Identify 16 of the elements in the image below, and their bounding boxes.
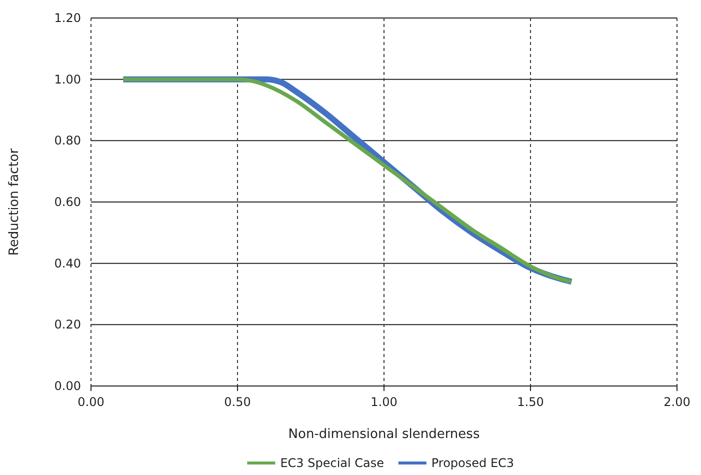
x-tick-label: 0.50 <box>224 395 251 409</box>
y-tick-label: 0.60 <box>54 195 81 209</box>
x-tick-label: 1.50 <box>517 395 544 409</box>
y-tick-label: 1.00 <box>54 72 81 86</box>
legend-label: EC3 Special Case <box>280 456 384 470</box>
y-tick-label: 0.40 <box>54 256 81 270</box>
x-tick-label: 2.00 <box>664 395 690 409</box>
y-tick-label: 0.80 <box>54 134 81 148</box>
x-tick-label: 0.00 <box>78 395 104 409</box>
x-axis-title: Non-dimensional slenderness <box>288 427 480 442</box>
y-tick-label: 0.20 <box>54 318 81 332</box>
x-tick-label: 1.00 <box>370 395 398 409</box>
legend-label: Proposed EC3 <box>431 456 514 470</box>
y-tick-label: 1.20 <box>54 11 81 25</box>
y-axis-title: Reduction factor <box>7 148 22 256</box>
y-tick-label: 0.00 <box>54 379 81 393</box>
